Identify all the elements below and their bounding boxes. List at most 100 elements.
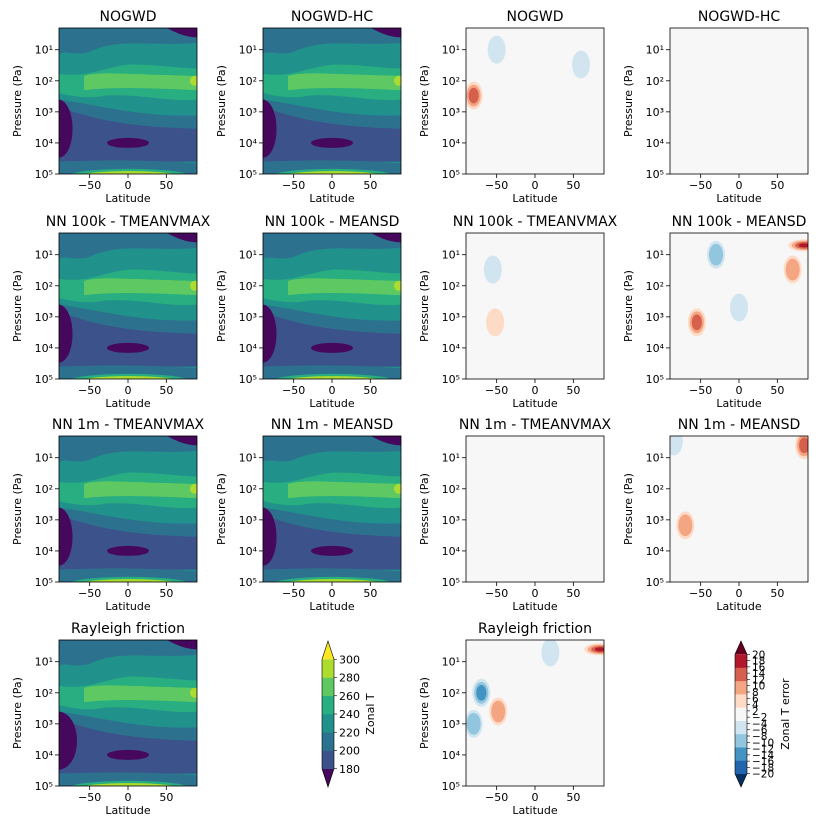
x-tick-label: 50 <box>159 791 173 804</box>
y-axis-label: Pressure (Pa) <box>418 270 431 342</box>
y-tick-label: 10⁵ <box>239 576 257 589</box>
y-tick-label: 10¹ <box>646 452 664 465</box>
x-tick-label: 0 <box>532 384 539 397</box>
chart-panel: NN 100k - TMEANVMAX 10¹ 10² 10³ 10⁴ 10⁵ −50 0 50… <box>418 214 618 410</box>
y-tick-label: 10⁴ <box>646 342 665 355</box>
field-plot <box>466 640 604 786</box>
x-tick-label: 0 <box>736 587 743 600</box>
colorbar-tick-label: 300 <box>339 653 360 666</box>
colorbar-swatch <box>322 677 334 697</box>
y-tick-label: 10³ <box>35 514 53 527</box>
y-tick-label: 10³ <box>646 106 664 119</box>
x-tick-label: 50 <box>363 179 377 192</box>
panel-title: NOGWD <box>507 9 564 25</box>
colorbar-tick-label: 4 <box>752 700 759 712</box>
y-tick-label: 10⁵ <box>35 576 53 589</box>
x-tick-label: 0 <box>329 384 336 397</box>
colorbar-tick-label: −8 <box>752 731 767 743</box>
x-tick-label: −50 <box>282 384 305 397</box>
y-axis-label: Pressure (Pa) <box>215 270 228 342</box>
y-tick-label: 10⁵ <box>442 373 460 386</box>
y-tick-label: 10¹ <box>35 656 53 669</box>
x-tick-label: −50 <box>689 384 712 397</box>
y-tick-label: 10² <box>442 687 460 700</box>
y-tick-label: 10² <box>35 280 53 293</box>
y-tick-label: 10⁴ <box>35 545 54 558</box>
x-tick-label: −50 <box>282 587 305 600</box>
x-tick-label: 0 <box>125 384 132 397</box>
chart-panel: NN 1m - TMEANVMAX 10¹ 10² 10³ 10⁴ 10⁵ −50 0 50 La… <box>11 417 205 613</box>
y-tick-label: 10⁵ <box>442 168 460 181</box>
chart-panel: NN 1m - MEANSD 10¹ 10² 10³ 10⁴ 10⁵ −50 0 50 Latit… <box>215 417 402 613</box>
y-axis-label: Pressure (Pa) <box>11 677 24 749</box>
x-tick-label: 50 <box>159 179 173 192</box>
panel-title: NN 1m - TMEANVMAX <box>52 417 205 433</box>
y-tick-label: 10¹ <box>646 249 664 262</box>
y-tick-label: 10¹ <box>646 44 664 57</box>
chart-panel: NOGWD-HC 10¹ 10² 10³ 10⁴ 10⁵ −50 0 50 Latitude Pre… <box>215 9 402 205</box>
y-tick-label: 10⁵ <box>35 168 53 181</box>
field-plot <box>263 436 401 582</box>
colorbar-swatch <box>735 694 747 708</box>
y-tick-label: 10⁴ <box>35 749 54 762</box>
y-tick-label: 10⁵ <box>442 576 460 589</box>
y-tick-label: 10⁴ <box>442 749 461 762</box>
y-axis-label: Pressure (Pa) <box>11 65 24 137</box>
colorbar-tick-label: −18 <box>752 762 774 774</box>
x-tick-label: 0 <box>532 791 539 804</box>
panel-title: NN 100k - TMEANVMAX <box>453 214 618 230</box>
colorbar-tick-label: 16 <box>752 662 766 674</box>
panel-title: NN 1m - MEANSD <box>678 417 801 433</box>
error-contour <box>468 87 479 104</box>
field-plot <box>59 28 197 174</box>
field-plot <box>466 28 604 174</box>
y-tick-label: 10³ <box>442 311 460 324</box>
x-tick-label: 50 <box>566 791 580 804</box>
x-tick-label: 50 <box>770 384 784 397</box>
x-tick-label: −50 <box>78 384 101 397</box>
colorbar-swatch <box>735 720 747 735</box>
y-tick-label: 10¹ <box>442 249 460 262</box>
y-tick-label: 10² <box>239 483 257 496</box>
y-tick-label: 10⁴ <box>35 137 54 150</box>
chart-panel: NN 1m - MEANSD 10¹ 10² 10³ 10⁴ 10⁵ −50 0 50 Latit… <box>622 417 809 613</box>
error-contour <box>798 243 808 248</box>
y-tick-label: 10⁵ <box>239 373 257 386</box>
y-axis-label: Pressure (Pa) <box>622 270 635 342</box>
x-tick-label: −50 <box>485 179 508 192</box>
y-tick-label: 10³ <box>442 514 460 527</box>
y-tick-label: 10⁴ <box>239 137 258 150</box>
field-plot <box>466 436 604 582</box>
y-tick-label: 10² <box>646 280 664 293</box>
y-tick-label: 10⁵ <box>646 373 664 386</box>
x-tick-label: 0 <box>125 587 132 600</box>
error-contour <box>799 437 808 454</box>
chart-panel: NOGWD 10¹ 10² 10³ 10⁴ 10⁵ −50 0 50 Latitude Pressu… <box>418 9 605 205</box>
y-axis-label: Pressure (Pa) <box>215 65 228 137</box>
colorbar: −20−18−16−14−12−10−8−6−4−224681012141618… <box>734 640 792 788</box>
x-tick-label: 0 <box>329 179 336 192</box>
field-plot <box>263 28 401 174</box>
y-tick-label: 10⁴ <box>35 342 54 355</box>
y-axis-label: Pressure (Pa) <box>622 473 635 545</box>
x-axis-label: Latitude <box>105 600 151 613</box>
y-tick-label: 10⁴ <box>646 545 665 558</box>
colorbar-tick-label: 20 <box>752 649 765 661</box>
colorbar-swatch <box>735 747 747 761</box>
colorbar-swatch <box>322 750 334 770</box>
x-tick-label: 0 <box>532 587 539 600</box>
colorbar-tick-label: 180 <box>339 763 360 776</box>
x-tick-label: 0 <box>125 179 132 192</box>
field-plot <box>59 233 197 379</box>
colorbar-tick-label: 18 <box>752 656 765 668</box>
error-contour <box>572 50 590 79</box>
y-tick-label: 10³ <box>442 718 460 731</box>
colorbar-swatch <box>735 667 747 682</box>
y-tick-label: 10¹ <box>442 656 460 669</box>
error-contour <box>670 436 683 456</box>
colorbar-tick-label: 220 <box>339 726 360 739</box>
chart-panel: NOGWD-HC 10¹ 10² 10³ 10⁴ 10⁵ −50 0 50 Latitude Pre… <box>622 9 809 205</box>
y-tick-label: 10² <box>239 280 257 293</box>
panel-title: NOGWD-HC <box>698 9 781 25</box>
x-tick-label: 50 <box>159 587 173 600</box>
